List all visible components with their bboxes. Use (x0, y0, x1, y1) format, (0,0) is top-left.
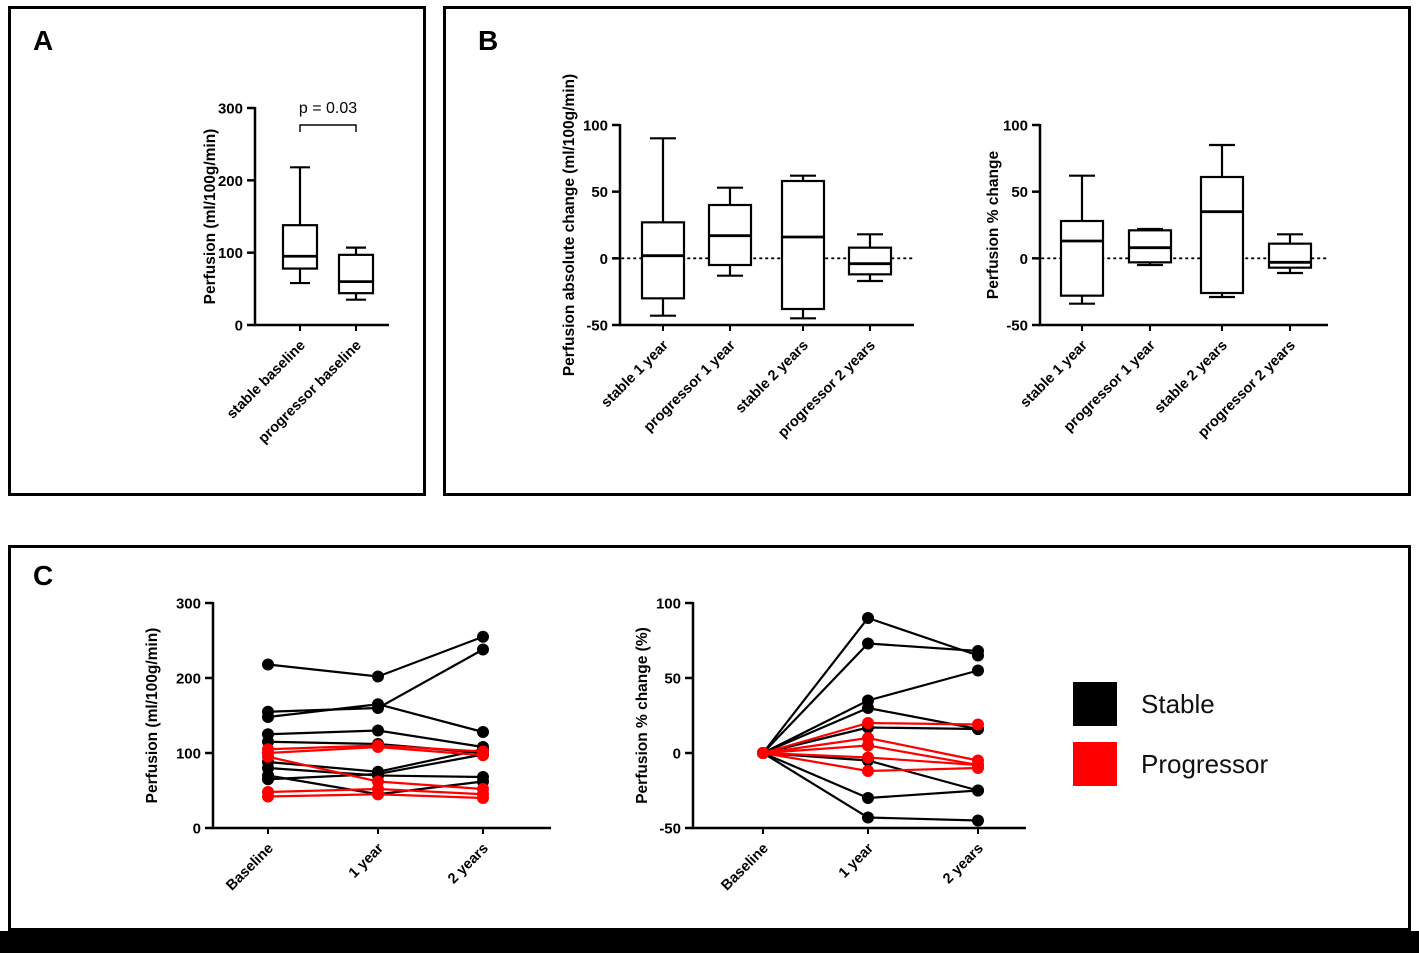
panel-b-label: B (478, 25, 499, 56)
svg-text:100: 100 (583, 118, 608, 135)
svg-text:0: 0 (600, 251, 608, 268)
panel-c: C 0 100 200 300 Perfusion (ml/100g/min) Basel… (8, 545, 1411, 931)
stable-legend-label: Stable (1141, 688, 1215, 719)
svg-text:50: 50 (664, 671, 681, 688)
svg-text:200: 200 (176, 671, 201, 688)
svg-text:-50: -50 (659, 821, 681, 838)
svg-text:stable 1 year: stable 1 year (598, 337, 672, 411)
absolute-change-boxplot: -50 0 50 100 Perfusion absolute change (ml/1… (561, 74, 915, 441)
panel-a: A 0 100 200 300 Perfusion (ml/100g/min) stabl… (8, 6, 426, 496)
panel-b: B -50 0 50 100 Perfusion absolute change (ml… (443, 6, 1411, 496)
svg-text:Perfusion (ml/100g/min): Perfusion (ml/100g/min) (144, 628, 161, 804)
svg-text:300: 300 (218, 101, 243, 118)
svg-text:0: 0 (673, 746, 681, 763)
svg-text:p = 0.03: p = 0.03 (299, 100, 357, 117)
svg-text:Baseline: Baseline (223, 841, 276, 894)
svg-text:stable 1 year: stable 1 year (1017, 337, 1091, 411)
svg-text:300: 300 (176, 596, 201, 613)
svg-text:1 year: 1 year (346, 840, 387, 881)
legend-item-progressor: Progressor (1073, 742, 1268, 786)
perfusion-trajectory-plot: 0 100 200 300 Perfusion (ml/100g/min) Baselin… (144, 596, 551, 894)
svg-text:Perfusion (ml/100g/min): Perfusion (ml/100g/min) (202, 129, 219, 305)
stable-color-swatch (1073, 682, 1117, 726)
svg-text:Perfusion % change: Perfusion % change (985, 151, 1002, 300)
svg-text:50: 50 (591, 184, 608, 201)
svg-text:Baseline: Baseline (718, 841, 771, 894)
svg-text:0: 0 (235, 318, 243, 335)
svg-text:100: 100 (218, 245, 243, 262)
svg-text:progressor baseline: progressor baseline (256, 338, 365, 447)
svg-text:100: 100 (1003, 118, 1028, 135)
panel-a-label: A (33, 25, 54, 56)
svg-text:200: 200 (218, 173, 243, 190)
svg-text:0: 0 (193, 821, 201, 838)
svg-text:2 years: 2 years (940, 841, 987, 888)
svg-text:1 year: 1 year (836, 840, 877, 881)
svg-text:50: 50 (1011, 184, 1028, 201)
svg-text:100: 100 (656, 596, 681, 613)
legend-item-stable: Stable (1073, 682, 1268, 726)
bottom-border-bar (0, 931, 1419, 953)
svg-text:100: 100 (176, 746, 201, 763)
svg-text:Perfusion absolute change (ml/: Perfusion absolute change (ml/100g/min) (561, 74, 578, 376)
panel-c-label: C (33, 560, 54, 591)
legend: Stable Progressor (1073, 682, 1268, 786)
svg-text:0: 0 (1020, 251, 1028, 268)
progressor-color-swatch (1073, 742, 1117, 786)
svg-text:2 years: 2 years (445, 841, 492, 888)
svg-text:Perfusion % change (%): Perfusion % change (%) (634, 627, 651, 804)
svg-text:-50: -50 (586, 318, 608, 335)
percent-change-trajectory-plot: -50 0 50 100 Perfusion % change (%) Baseline 1… (634, 596, 1026, 894)
progressor-legend-label: Progressor (1141, 748, 1269, 779)
svg-text:-50: -50 (1006, 318, 1028, 335)
